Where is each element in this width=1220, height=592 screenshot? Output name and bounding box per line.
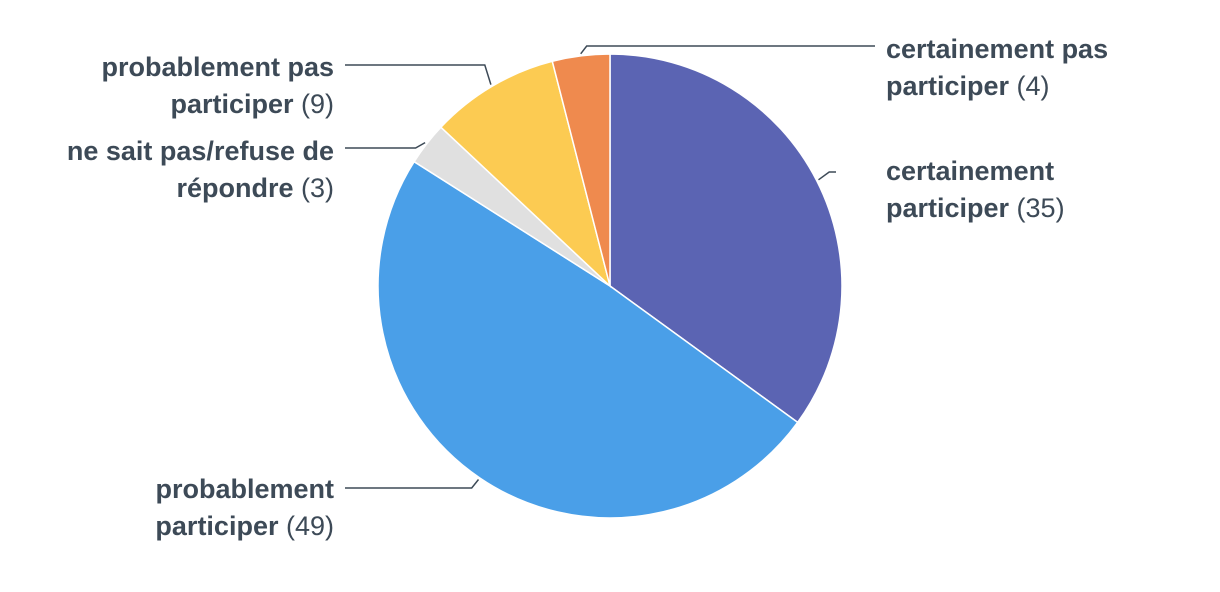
slice-label: ne sait pas/refuse de répondre (3) <box>67 136 334 203</box>
slice-label-text: participer <box>170 89 294 119</box>
slice-label: certainement participer (35) <box>886 156 1065 223</box>
leader-line <box>580 45 875 55</box>
leader-lines <box>345 45 875 489</box>
leader-line <box>345 141 426 149</box>
pie-slices <box>377 53 843 519</box>
slice-label-text: probablement pas <box>101 52 334 82</box>
pie-slice <box>377 160 799 519</box>
pie-slice <box>609 53 843 424</box>
slice-value-label: (9) <box>294 89 335 119</box>
slice-label: certainement pas participer (4) <box>886 34 1108 101</box>
slice-label-text: participer <box>155 511 279 541</box>
slice-label: probablement pas participer (9) <box>101 52 334 119</box>
slice-label-text: certainement <box>886 156 1054 186</box>
slice-labels: certainement participer (35)probablement p… <box>67 34 1108 541</box>
slice-label-text: ne sait pas/refuse de <box>67 136 334 166</box>
slice-value-label: (4) <box>1009 71 1050 101</box>
pie-slice <box>551 53 611 287</box>
slice-value-label: (49) <box>278 511 334 541</box>
pie-slice <box>439 60 612 289</box>
slice-value-label: (3) <box>294 173 335 203</box>
slice-label-text: participer <box>886 193 1010 223</box>
leader-line <box>345 64 492 85</box>
slice-label-text: répondre <box>176 173 293 203</box>
slice-label-text: probablement <box>155 474 334 504</box>
leader-line <box>345 479 480 489</box>
slice-label: probablement participer (49) <box>155 474 334 541</box>
slice-value-label: (35) <box>1009 193 1065 223</box>
slice-label-text: certainement pas <box>886 34 1108 64</box>
slice-label-text: participer <box>886 71 1010 101</box>
leader-line <box>818 171 836 181</box>
